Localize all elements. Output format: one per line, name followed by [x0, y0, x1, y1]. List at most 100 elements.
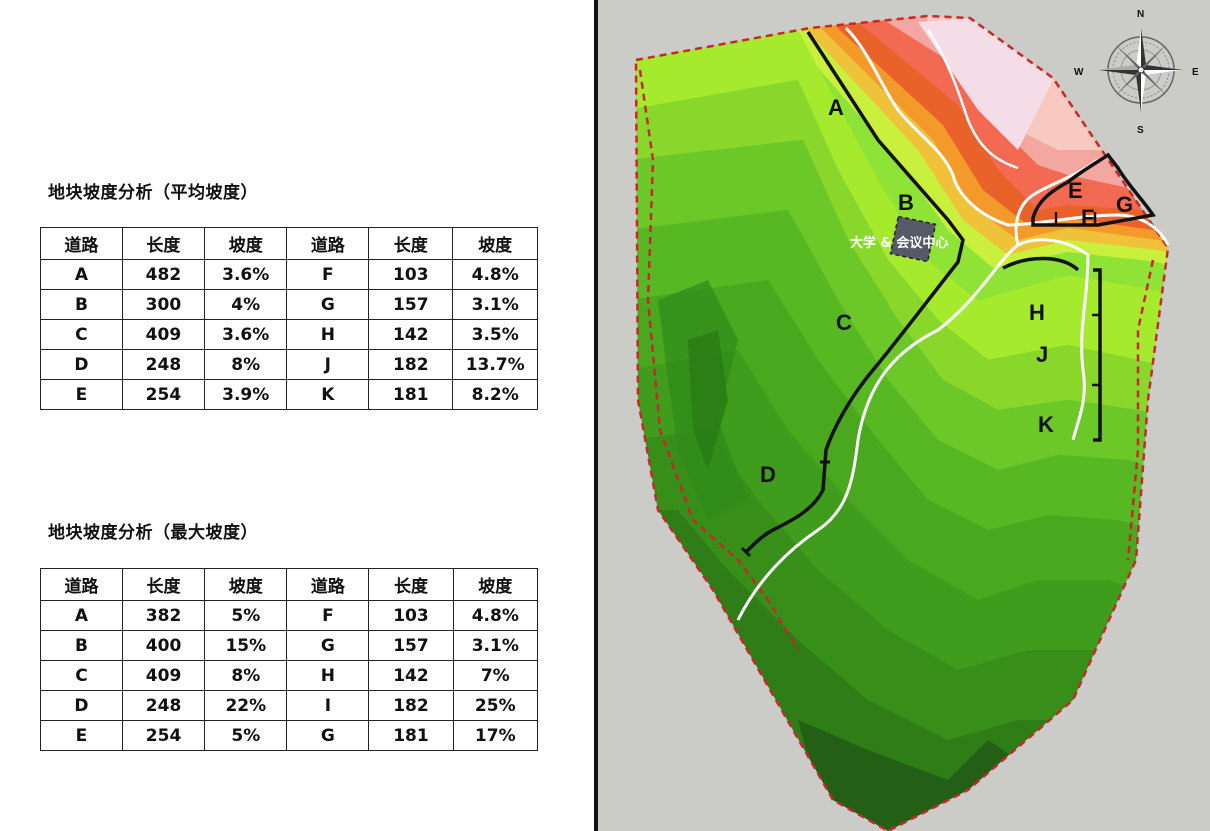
- road-label-j: J: [1036, 342, 1048, 367]
- table-cell: 3.9%: [204, 379, 288, 410]
- site-boundary: [634, 14, 1170, 831]
- table-row: A 382 5% F 103 4.8%: [40, 600, 539, 631]
- table-row: E 254 5% G 181 17%: [40, 720, 539, 751]
- table-row: A 482 3.6% F 103 4.8%: [40, 259, 538, 290]
- inner-boundary: [638, 69, 800, 651]
- table-row: B 400 15% G 157 3.1%: [40, 630, 539, 661]
- table-cell: 5%: [204, 600, 288, 631]
- table-cell: 181: [368, 379, 454, 410]
- table-cell: 4%: [204, 289, 288, 320]
- slope-analysis-panel: 地块坡度分析（平均坡度） 道路 长度 坡度 道路 长度 坡度 A 482 3.6…: [0, 0, 594, 831]
- compass-s: S: [1137, 125, 1144, 136]
- table-cell: 182: [368, 349, 454, 380]
- header-cell: 道路: [40, 227, 123, 260]
- header-cell: 坡度: [452, 568, 539, 601]
- site-slope-map: 大学 & 会议中心 A B C D E F G H J K: [598, 0, 1210, 831]
- table-cell: 254: [121, 720, 206, 751]
- header-cell: 长度: [121, 227, 206, 260]
- table-cell: 15%: [204, 630, 288, 661]
- average-slope-table: 道路 长度 坡度 道路 长度 坡度 A 482 3.6% F 103 4.8% …: [40, 227, 538, 410]
- table-cell: 157: [368, 289, 454, 320]
- white-path-ridge: [926, 29, 1019, 170]
- table-cell: 25%: [452, 690, 539, 721]
- road-e-f-g: [1031, 152, 1156, 227]
- table-header-row: 道路 长度 坡度 道路 长度 坡度: [40, 568, 539, 601]
- table-row: E 254 3.9% K 181 8.2%: [40, 379, 538, 410]
- table-cell: E: [40, 379, 123, 410]
- compass-n: N: [1137, 9, 1144, 20]
- table-cell: 3.1%: [452, 289, 538, 320]
- compass-w: W: [1074, 67, 1084, 78]
- table-cell: A: [40, 600, 123, 631]
- table-cell: 4.8%: [452, 600, 539, 631]
- building-label: 大学 & 会议中心: [850, 235, 948, 251]
- table-cell: 181: [368, 720, 454, 751]
- road-label-h: H: [1029, 300, 1045, 325]
- header-cell: 坡度: [204, 568, 288, 601]
- header-cell: 坡度: [452, 227, 538, 260]
- slope-map-svg: 大学 & 会议中心 A B C D E F G H J K: [634, 9, 1199, 831]
- table-cell: 482: [121, 259, 206, 290]
- table-cell: 3.6%: [204, 259, 288, 290]
- road-label-e: E: [1068, 178, 1083, 203]
- table-cell: K: [286, 379, 370, 410]
- table-cell: E: [40, 720, 123, 751]
- table-cell: B: [40, 630, 123, 661]
- table-cell: 5%: [204, 720, 288, 751]
- header-cell: 道路: [286, 227, 370, 260]
- header-cell: 道路: [286, 568, 370, 601]
- header-cell: 长度: [121, 568, 206, 601]
- road-label-a: A: [828, 95, 844, 120]
- max-slope-title: 地块坡度分析（最大坡度）: [48, 523, 258, 543]
- table-cell: 8%: [204, 660, 288, 691]
- header-cell: 坡度: [204, 227, 288, 260]
- table-cell: 8.2%: [452, 379, 538, 410]
- table-cell: 7%: [452, 660, 539, 691]
- table-cell: 382: [121, 600, 206, 631]
- table-cell: C: [40, 319, 123, 350]
- road-label-b: B: [898, 190, 914, 215]
- university-building: [889, 215, 937, 263]
- table-cell: 13.7%: [452, 349, 538, 380]
- table-cell: 248: [121, 690, 206, 721]
- table-cell: 103: [368, 600, 454, 631]
- white-path-main: [736, 238, 1090, 621]
- average-slope-title: 地块坡度分析（平均坡度）: [48, 183, 258, 203]
- table-cell: 8%: [204, 349, 288, 380]
- table-cell: 4.8%: [452, 259, 538, 290]
- table-cell: 3.6%: [204, 319, 288, 350]
- table-cell: G: [286, 720, 370, 751]
- table-cell: G: [286, 630, 370, 661]
- table-cell: I: [286, 690, 370, 721]
- table-cell: 157: [368, 630, 454, 661]
- table-cell: 103: [368, 259, 454, 290]
- table-cell: 248: [121, 349, 206, 380]
- header-cell: 长度: [368, 568, 454, 601]
- compass-e: E: [1192, 67, 1199, 78]
- table-cell: B: [40, 289, 123, 320]
- table-cell: G: [286, 289, 370, 320]
- table-cell: 409: [121, 660, 206, 691]
- road-h-j-k: [1093, 268, 1102, 442]
- white-path-north: [844, 26, 1170, 246]
- table-cell: 142: [368, 660, 454, 691]
- road-label-g: G: [1116, 192, 1133, 217]
- compass-rose: N S W E: [1074, 9, 1199, 136]
- table-row: D 248 8% J 182 13.7%: [40, 349, 538, 380]
- table-cell: D: [40, 349, 123, 380]
- table-cell: H: [286, 319, 370, 350]
- table-cell: F: [286, 600, 370, 631]
- road-label-d: D: [760, 462, 776, 487]
- table-header-row: 道路 长度 坡度 道路 长度 坡度: [40, 227, 538, 260]
- table-cell: H: [286, 660, 370, 691]
- road-label-c: C: [836, 310, 852, 335]
- header-cell: 长度: [368, 227, 454, 260]
- road-tick: [740, 546, 752, 558]
- table-row: C 409 3.6% H 142 3.5%: [40, 319, 538, 350]
- table-cell: 400: [121, 630, 206, 661]
- table-cell: C: [40, 660, 123, 691]
- header-cell: 道路: [40, 568, 123, 601]
- table-cell: 182: [368, 690, 454, 721]
- table-cell: D: [40, 690, 123, 721]
- table-row: D 248 22% I 182 25%: [40, 690, 539, 721]
